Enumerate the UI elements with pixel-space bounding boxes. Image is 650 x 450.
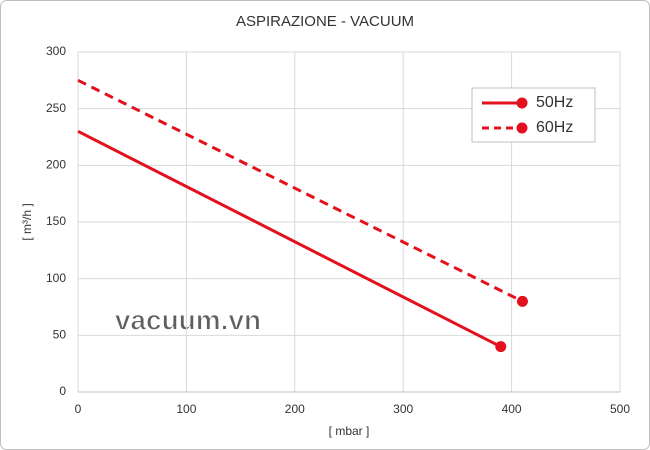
watermark: vacuum.vn bbox=[115, 304, 261, 335]
chart-title: ASPIRAZIONE - VACUUM bbox=[236, 13, 414, 30]
y-axis-label: [ m³/h ] bbox=[20, 203, 34, 240]
legend-label: 50Hz bbox=[536, 94, 573, 111]
x-tick-label: 500 bbox=[610, 402, 630, 416]
x-axis-label: [ mbar ] bbox=[329, 424, 370, 438]
data-line bbox=[77, 129, 502, 349]
x-tick-label: 200 bbox=[285, 402, 305, 416]
legend-marker bbox=[516, 122, 528, 134]
y-tick-label: 0 bbox=[59, 384, 66, 398]
legend: 50Hz 60Hz bbox=[471, 87, 596, 143]
y-tick-label: 250 bbox=[46, 101, 66, 115]
x-tick-label: 100 bbox=[176, 402, 196, 416]
data-point bbox=[516, 295, 528, 307]
x-tick-label: 0 bbox=[75, 402, 82, 416]
legend-label: 60Hz bbox=[536, 119, 573, 136]
legend-marker bbox=[516, 97, 528, 109]
y-tick-label: 50 bbox=[53, 328, 67, 342]
x-tick-label: 300 bbox=[393, 402, 413, 416]
legend-box bbox=[471, 87, 596, 143]
x-tick-label: 400 bbox=[502, 402, 522, 416]
y-tick-label: 200 bbox=[46, 158, 66, 172]
data-line bbox=[77, 78, 524, 303]
y-tick-label: 100 bbox=[46, 271, 66, 285]
data-point bbox=[495, 341, 507, 353]
y-tick-label: 150 bbox=[46, 214, 66, 228]
y-tick-label: 300 bbox=[46, 44, 66, 58]
